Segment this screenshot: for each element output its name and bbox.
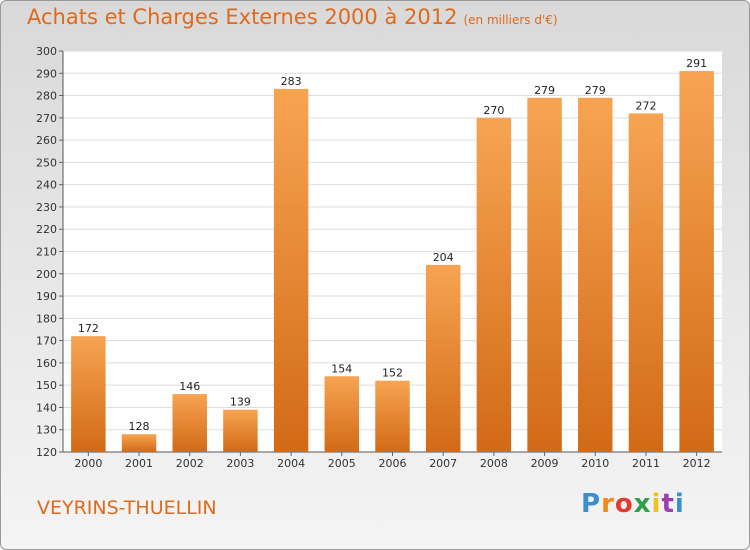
bar-2007 [425,264,461,452]
data-label-2005: 154 [331,362,352,375]
x-tick-label-2011: 2011 [632,457,660,470]
bar-2012 [679,71,714,453]
x-tick-label-2003: 2003 [226,457,254,470]
y-tick-label: 130 [36,424,57,437]
y-tick-label: 260 [36,134,57,147]
y-tick-label: 180 [36,312,57,325]
bar-2006 [375,380,410,452]
y-tick-label: 160 [36,357,57,370]
x-tick-label-2004: 2004 [277,457,305,470]
data-label-2003: 139 [230,396,251,409]
data-label-2011: 272 [635,99,656,112]
bar-2003 [223,409,258,452]
bar-2004 [273,88,309,452]
y-tick-label: 220 [36,223,57,236]
x-tick-label-2007: 2007 [429,457,457,470]
chart-title-text: Achats et Charges Externes 2000 à 2012 [27,5,458,29]
y-tick-label: 200 [36,268,57,281]
chart-unit-note: (en milliers d'€) [463,13,558,27]
data-label-2012: 291 [686,57,707,70]
y-tick-label: 210 [36,246,57,259]
bar-2011 [628,113,664,452]
chart-title: Achats et Charges Externes 2000 à 2012 (e… [27,5,558,29]
y-tick-label: 170 [36,335,57,348]
location-label: VEYRINS-THUELLIN [37,497,217,519]
bar-2009 [527,97,562,453]
bar-2000 [71,336,106,452]
y-tick-label: 250 [36,156,57,169]
bar-2002 [172,394,207,452]
data-label-2006: 152 [382,367,403,380]
x-tick-label-2005: 2005 [328,457,356,470]
data-label-2010: 279 [585,84,606,97]
bar-2008 [476,117,512,452]
y-tick-label: 140 [36,401,57,414]
y-tick-label: 190 [36,290,57,303]
y-tick-label: 280 [36,90,57,103]
bar-2001 [121,434,157,452]
y-tick-label: 270 [36,112,57,125]
x-tick-label-2000: 2000 [74,457,102,470]
bar-2010 [578,97,613,453]
x-tick-label-2001: 2001 [125,457,153,470]
data-label-2000: 172 [78,322,99,335]
data-label-2002: 146 [179,380,200,393]
x-tick-label-2002: 2002 [176,457,204,470]
y-tick-label: 300 [36,45,57,58]
x-tick-label-2010: 2010 [581,457,609,470]
x-tick-label-2008: 2008 [480,457,508,470]
x-tick-label-2009: 2009 [531,457,559,470]
y-tick-label: 150 [36,379,57,392]
x-tick-label-2012: 2012 [683,457,711,470]
y-tick-label: 240 [36,179,57,192]
data-label-2007: 204 [433,251,454,264]
x-tick-label-2006: 2006 [379,457,407,470]
y-tick-label: 120 [36,446,57,459]
data-label-2001: 128 [129,420,150,433]
proxiti-logo: Proxiti [581,489,685,519]
y-tick-label: 290 [36,67,57,80]
bar-2005 [324,376,360,452]
data-label-2008: 270 [483,104,504,117]
data-label-2004: 283 [281,75,302,88]
data-label-2009: 279 [534,84,555,97]
y-tick-label: 230 [36,201,57,214]
